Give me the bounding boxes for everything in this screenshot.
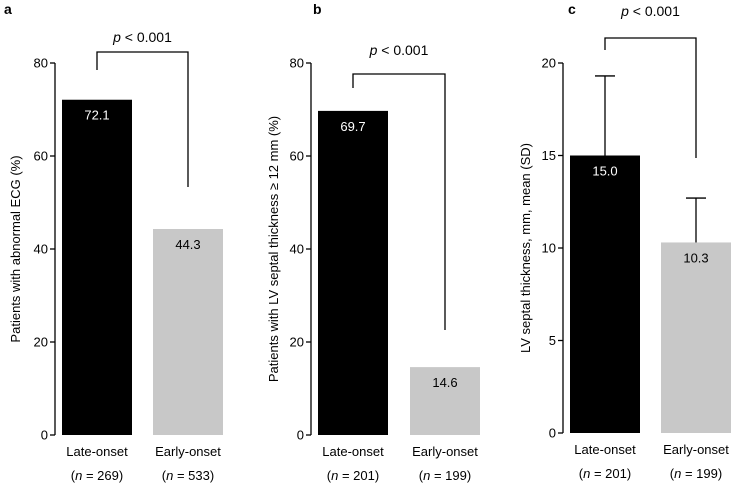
bar-early-onset xyxy=(410,367,480,435)
data-label: 10.3 xyxy=(683,250,708,265)
sample-size-label: (n = 199) xyxy=(419,468,471,483)
panel-letter: a xyxy=(4,1,12,17)
y-tick-label: 60 xyxy=(34,149,48,164)
panel-letter: c xyxy=(568,1,576,17)
y-axis-label: Patients with abnormal ECG (%) xyxy=(8,155,23,342)
y-tick-label: 20 xyxy=(34,335,48,350)
y-tick-label: 20 xyxy=(290,335,304,350)
bar-late-onset xyxy=(570,155,640,433)
y-tick-label: 80 xyxy=(34,56,48,71)
y-tick-label: 20 xyxy=(542,56,556,71)
y-tick-label: 15 xyxy=(542,148,556,163)
panel-b: b 0 20 40 60 80 Patients with LV septal thickn… xyxy=(266,1,480,483)
data-label: 72.1 xyxy=(84,108,109,123)
y-tick-label: 40 xyxy=(34,242,48,257)
significance-bracket xyxy=(352,73,446,330)
sample-size-label: (n = 199) xyxy=(670,466,722,481)
panel-c: c 0 5 10 15 20 LV septal thickness, mm, mean (… xyxy=(518,1,731,481)
y-tick-label: 0 xyxy=(549,426,556,441)
p-value-label: p < 0.001 xyxy=(620,3,680,19)
bar-late-onset xyxy=(318,110,388,436)
sample-size-label: (n = 201) xyxy=(327,468,379,483)
y-tick-label: 80 xyxy=(290,56,304,71)
x-tick-label: Early-onset xyxy=(412,444,478,459)
data-label: 69.7 xyxy=(340,119,365,134)
p-value-label: p < 0.001 xyxy=(369,42,429,58)
y-tick-label: 5 xyxy=(549,333,556,348)
significance-bracket xyxy=(604,37,697,158)
y-tick-label: 40 xyxy=(290,242,304,257)
panel-letter: b xyxy=(313,1,322,17)
y-axis-label: LV septal thickness, mm, mean (SD) xyxy=(518,143,533,353)
data-label: 15.0 xyxy=(592,164,617,179)
y-tick-label: 0 xyxy=(41,428,48,443)
y-tick-label: 0 xyxy=(297,428,304,443)
significance-bracket xyxy=(96,51,189,187)
bar-early-onset xyxy=(661,242,731,433)
p-value-label: p < 0.001 xyxy=(112,29,172,45)
sample-size-label: (n = 269) xyxy=(71,468,123,483)
data-label: 14.6 xyxy=(432,375,457,390)
bar-late-onset xyxy=(62,99,132,436)
panel-a: a 0 20 40 60 80 Patients with abnormal ECG (%)… xyxy=(4,1,223,483)
x-tick-label: Late-onset xyxy=(322,444,384,459)
y-axis-label: Patients with LV septal thickness ≥ 12 m… xyxy=(266,116,281,382)
sample-size-label: (n = 201) xyxy=(579,466,631,481)
x-tick-label: Early-onset xyxy=(663,442,729,457)
x-tick-label: Late-onset xyxy=(574,442,636,457)
y-tick-label: 60 xyxy=(290,149,304,164)
bar-early-onset xyxy=(153,229,223,435)
sample-size-label: (n = 533) xyxy=(162,468,214,483)
x-tick-label: Late-onset xyxy=(66,444,128,459)
data-label: 44.3 xyxy=(175,237,200,252)
y-tick-label: 10 xyxy=(542,241,556,256)
x-tick-label: Early-onset xyxy=(155,444,221,459)
